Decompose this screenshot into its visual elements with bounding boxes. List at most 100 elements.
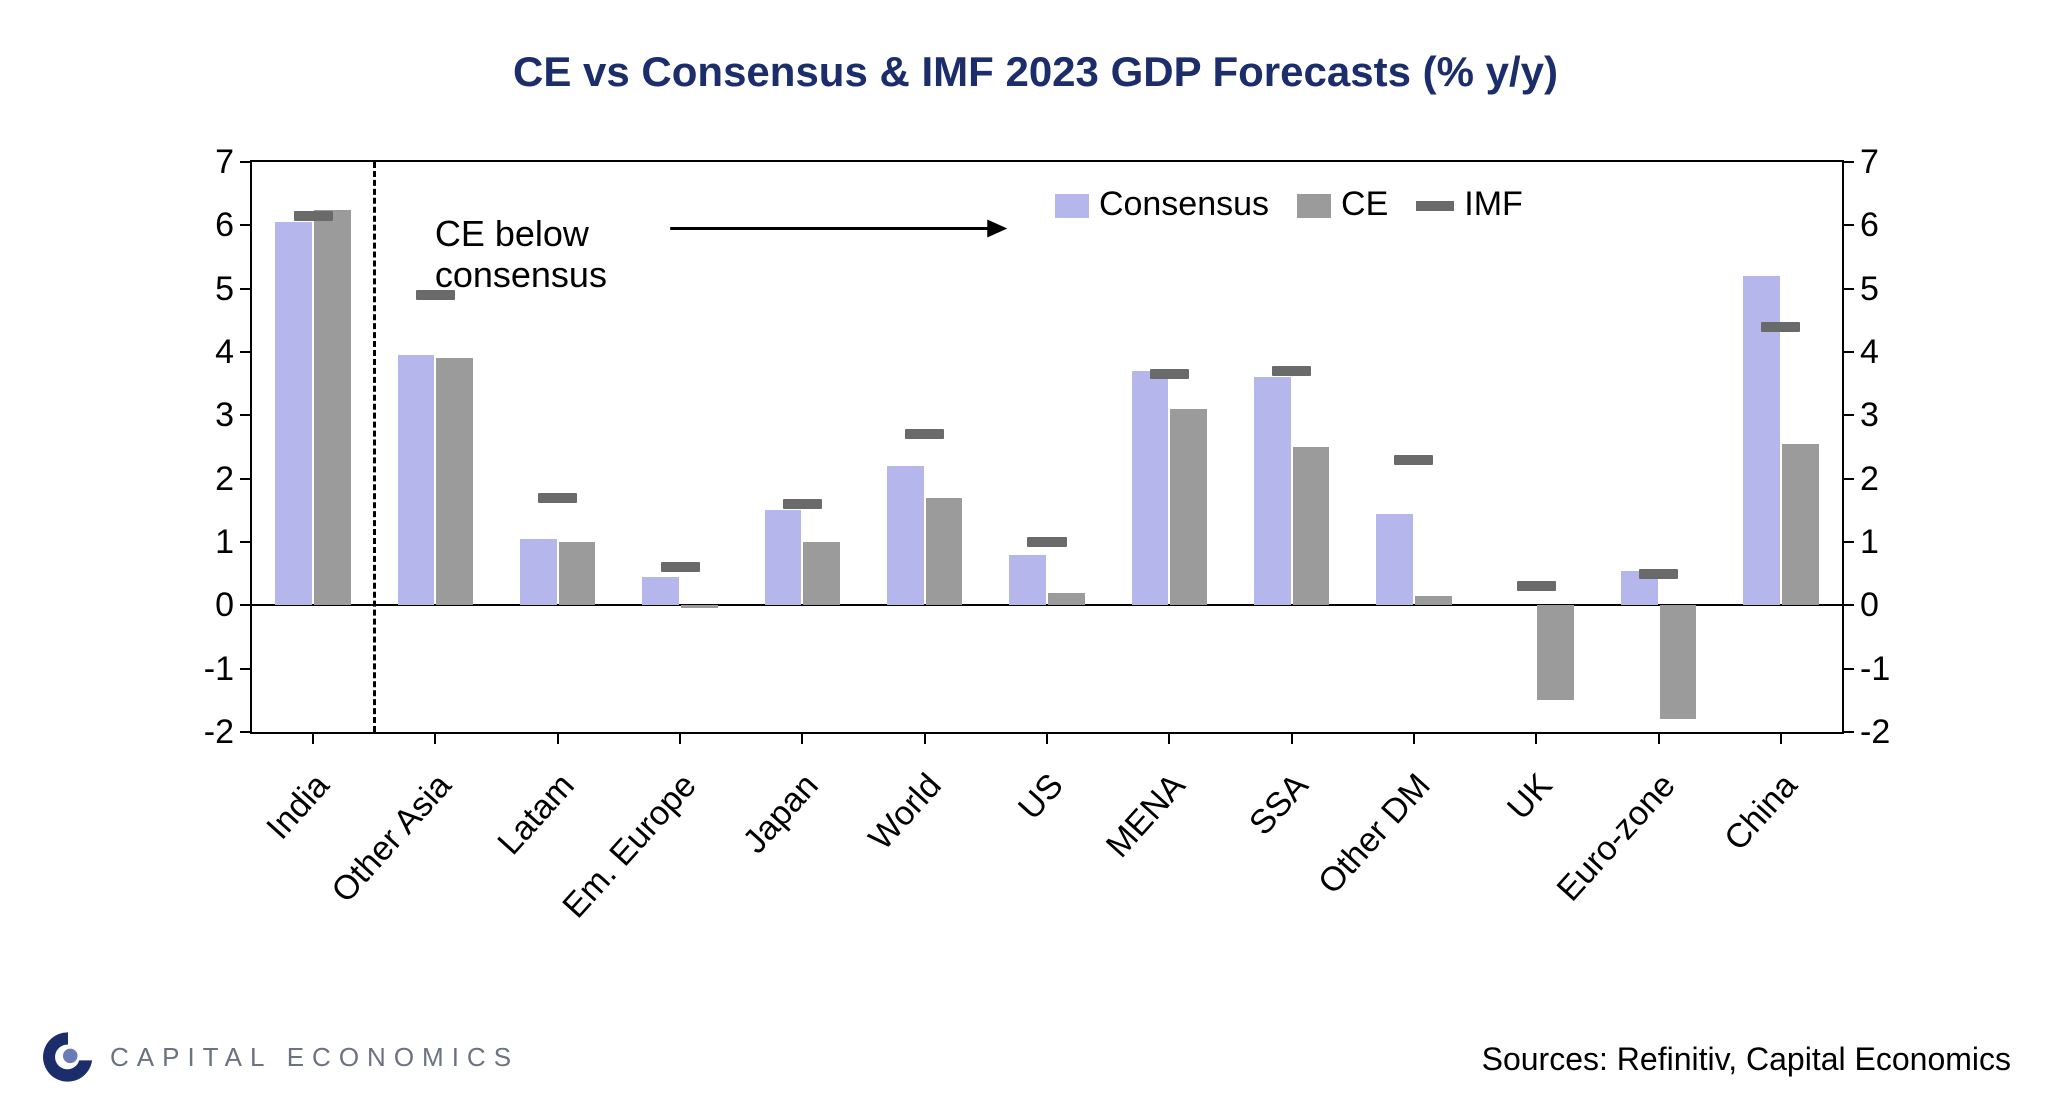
imf-marker (661, 562, 700, 572)
y-axis-label-right: -2 (1860, 715, 1920, 749)
imf-marker (1639, 569, 1678, 579)
bar-ce (1782, 444, 1819, 606)
category-label: Other Asia (230, 766, 460, 1015)
brand-logo-text: CAPITAL ECONOMICS (110, 1042, 519, 1073)
chart-plot-area: -2-2-1-10011223344556677IndiaOther AsiaL… (250, 160, 1844, 734)
imf-marker (905, 429, 944, 439)
y-axis-tick (1842, 604, 1854, 606)
category-label: Latam (353, 766, 583, 1015)
bar-ce (314, 210, 351, 606)
y-axis-tick (1842, 351, 1854, 353)
y-axis-label-left: 6 (174, 208, 234, 242)
y-axis-label-left: -1 (174, 652, 234, 686)
source-line: Sources: Refinitiv, Capital Economics (1482, 1041, 2011, 1078)
bar-consensus (275, 222, 312, 605)
y-axis-label-left: 2 (174, 462, 234, 496)
bar-consensus (1009, 555, 1046, 606)
y-axis-label-left: 5 (174, 272, 234, 306)
y-axis-label-right: 0 (1860, 588, 1920, 622)
category-label: World (719, 766, 949, 1015)
legend: Consensus CE IMF (1055, 185, 1523, 224)
category-label: SSA (1086, 766, 1316, 1015)
bar-ce (1415, 596, 1452, 606)
y-axis-tick (240, 351, 252, 353)
y-axis-label-right: -1 (1860, 652, 1920, 686)
annotation-line: CE below (435, 213, 607, 254)
y-axis-label-left: 3 (174, 398, 234, 432)
bar-consensus (1254, 377, 1291, 605)
legend-label: Consensus (1099, 185, 1269, 223)
x-axis-tick (312, 732, 314, 744)
legend-item: CE (1297, 185, 1388, 224)
x-axis-tick (1168, 732, 1170, 744)
y-axis-tick (240, 288, 252, 290)
x-axis-tick (557, 732, 559, 744)
legend-swatch (1055, 194, 1089, 218)
x-axis-tick (1535, 732, 1537, 744)
imf-marker (1394, 455, 1433, 465)
bar-ce (1537, 605, 1574, 700)
x-axis-tick (679, 732, 681, 744)
x-axis-tick (1291, 732, 1293, 744)
category-label: Euro-zone (1453, 766, 1683, 1015)
y-axis-tick (240, 668, 252, 670)
legend-label: IMF (1464, 185, 1523, 223)
y-axis-tick (1842, 224, 1854, 226)
y-axis-tick (240, 541, 252, 543)
y-axis-tick (1842, 478, 1854, 480)
bar-ce (803, 542, 840, 605)
y-axis-tick (240, 224, 252, 226)
y-axis-tick (1842, 668, 1854, 670)
imf-marker (294, 211, 333, 221)
bar-ce (559, 542, 596, 605)
bar-ce (681, 605, 718, 608)
bar-ce (436, 358, 473, 605)
x-axis-tick (924, 732, 926, 744)
brand-logo-icon (40, 1029, 96, 1085)
zero-axis-line (252, 604, 1842, 606)
y-axis-label-left: 4 (174, 335, 234, 369)
divider-line (373, 162, 376, 732)
bar-consensus (765, 510, 802, 605)
x-axis-tick (801, 732, 803, 744)
bar-ce (1170, 409, 1207, 605)
imf-marker (1027, 537, 1066, 547)
x-axis-tick (1046, 732, 1048, 744)
y-axis-label-right: 6 (1860, 208, 1920, 242)
brand-logo: CAPITAL ECONOMICS (40, 1029, 519, 1085)
y-axis-tick (240, 478, 252, 480)
y-axis-label-left: 1 (174, 525, 234, 559)
category-label: Other DM (1209, 766, 1439, 1015)
y-axis-tick (1842, 731, 1854, 733)
y-axis-label-left: 7 (174, 145, 234, 179)
y-axis-label-right: 2 (1860, 462, 1920, 496)
bar-consensus (1376, 514, 1413, 606)
y-axis-label-right: 7 (1860, 145, 1920, 179)
y-axis-label-left: -2 (174, 715, 234, 749)
y-axis-label-right: 4 (1860, 335, 1920, 369)
imf-marker (1272, 366, 1311, 376)
bar-ce (1048, 593, 1085, 606)
category-label: Japan (597, 766, 827, 1015)
bar-consensus (398, 355, 435, 605)
y-axis-tick (240, 604, 252, 606)
imf-marker (1150, 369, 1189, 379)
x-axis-tick (1780, 732, 1782, 744)
page-root: CE vs Consensus & IMF 2023 GDP Forecasts… (0, 0, 2071, 1120)
imf-marker (783, 499, 822, 509)
legend-swatch (1416, 201, 1454, 211)
bar-consensus (642, 577, 679, 606)
bar-consensus (1132, 371, 1169, 605)
chart-title: CE vs Consensus & IMF 2023 GDP Forecasts… (0, 48, 2071, 96)
category-label: Em. Europe (475, 766, 705, 1015)
y-axis-label-right: 1 (1860, 525, 1920, 559)
x-axis-tick (1413, 732, 1415, 744)
y-axis-tick (240, 414, 252, 416)
y-axis-tick (1842, 161, 1854, 163)
bar-ce (1660, 605, 1697, 719)
bar-consensus (887, 466, 924, 605)
y-axis-tick (1842, 288, 1854, 290)
legend-item: IMF (1416, 185, 1523, 224)
annotation-text: CE belowconsensus (435, 213, 607, 296)
y-axis-tick (240, 161, 252, 163)
